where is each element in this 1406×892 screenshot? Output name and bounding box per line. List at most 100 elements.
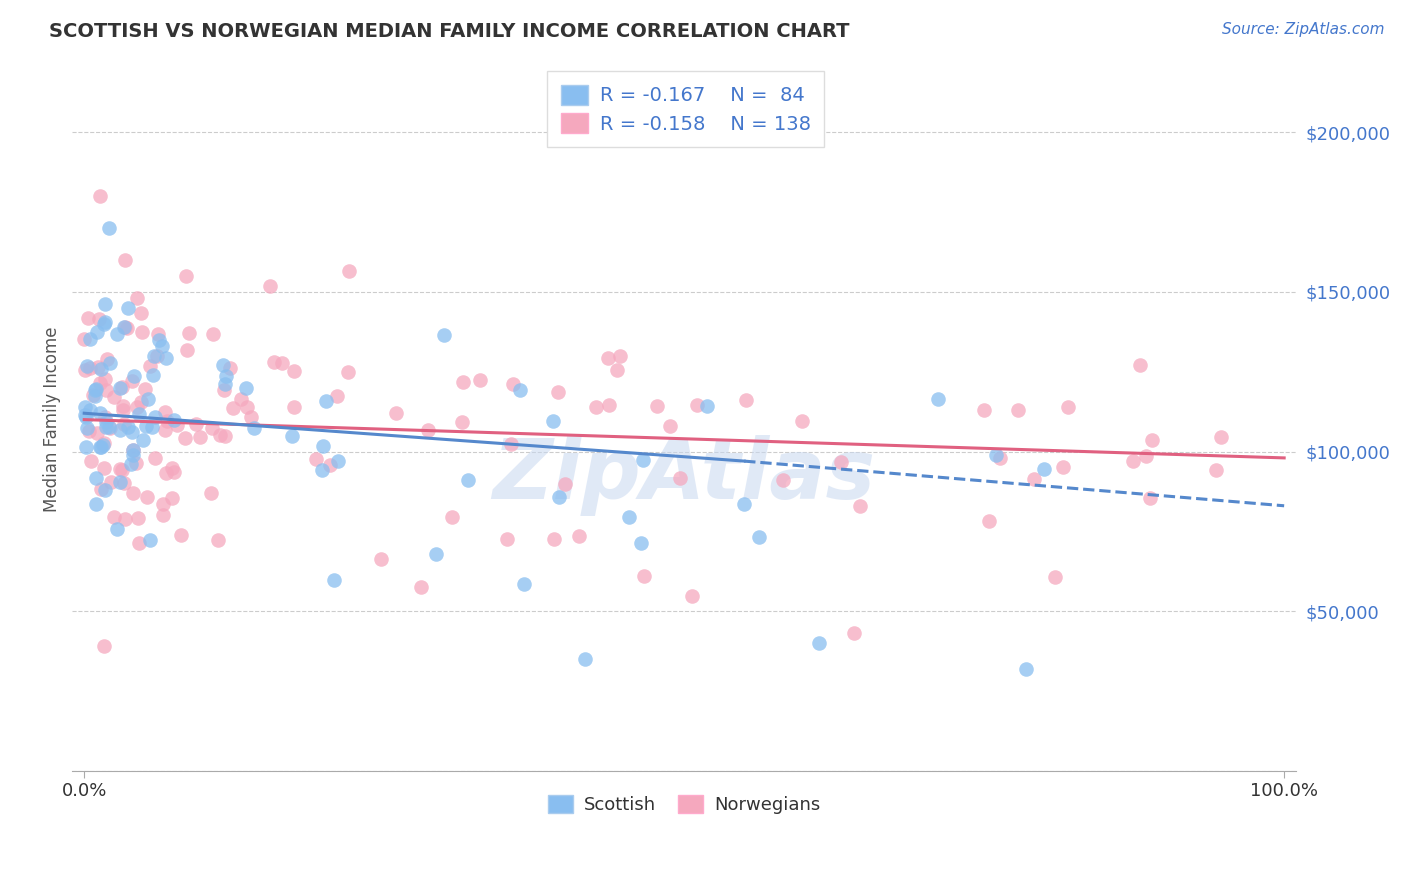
Point	[87, 312, 110, 326]
Point	[139, 359, 162, 373]
Point	[97, 221, 120, 235]
Point	[218, 360, 240, 375]
Point	[988, 451, 1011, 466]
Point	[121, 374, 143, 388]
Point	[75, 408, 97, 422]
Point	[166, 417, 188, 432]
Legend: Scottish, Norwegians: Scottish, Norwegians	[537, 784, 831, 825]
Point	[598, 398, 620, 412]
Point	[156, 414, 179, 428]
Point	[772, 473, 794, 487]
Point	[98, 420, 121, 434]
Point	[89, 189, 111, 203]
Point	[131, 325, 153, 339]
Point	[509, 384, 531, 398]
Point	[152, 508, 174, 522]
Point	[1052, 460, 1074, 475]
Point	[112, 400, 135, 414]
Point	[212, 358, 235, 372]
Point	[112, 476, 135, 491]
Point	[100, 475, 122, 490]
Point	[411, 580, 433, 594]
Point	[1139, 491, 1161, 506]
Point	[311, 440, 333, 454]
Point	[174, 432, 197, 446]
Point	[141, 420, 163, 434]
Point	[844, 626, 866, 640]
Point	[617, 510, 640, 524]
Point	[96, 420, 118, 434]
Point	[91, 437, 114, 451]
Point	[735, 392, 758, 407]
Point	[370, 552, 392, 566]
Point	[200, 485, 222, 500]
Point	[568, 529, 591, 543]
Point	[117, 420, 139, 434]
Y-axis label: Median Family Income: Median Family Income	[44, 326, 60, 512]
Point	[146, 349, 169, 363]
Point	[155, 405, 177, 419]
Point	[110, 462, 132, 476]
Point	[174, 268, 197, 283]
Point	[117, 301, 139, 315]
Point	[75, 409, 97, 424]
Point	[115, 321, 138, 335]
Point	[122, 448, 145, 462]
Point	[103, 509, 125, 524]
Point	[93, 317, 115, 331]
Point	[201, 326, 224, 341]
Point	[239, 410, 262, 425]
Point	[1205, 462, 1227, 476]
Point	[263, 355, 285, 369]
Point	[830, 455, 852, 469]
Point	[135, 419, 157, 434]
Point	[659, 419, 682, 434]
Point	[77, 424, 100, 438]
Point	[122, 369, 145, 384]
Point	[243, 420, 266, 434]
Point	[337, 264, 360, 278]
Point	[236, 400, 259, 414]
Point	[87, 359, 110, 374]
Point	[229, 392, 252, 406]
Point	[148, 326, 170, 341]
Point	[645, 400, 668, 414]
Point	[128, 536, 150, 550]
Point	[170, 528, 193, 542]
Point	[385, 406, 408, 420]
Point	[110, 463, 132, 477]
Point	[214, 377, 236, 392]
Point	[89, 441, 111, 455]
Point	[82, 388, 104, 402]
Point	[75, 440, 97, 454]
Point	[136, 490, 159, 504]
Point	[326, 453, 349, 467]
Point	[416, 423, 439, 437]
Point	[792, 414, 814, 428]
Point	[129, 395, 152, 409]
Point	[160, 460, 183, 475]
Point	[98, 421, 121, 435]
Point	[108, 381, 131, 395]
Point	[453, 375, 475, 389]
Point	[96, 352, 118, 367]
Point	[75, 400, 97, 414]
Point	[596, 351, 619, 366]
Point	[79, 402, 101, 417]
Point	[80, 453, 103, 467]
Point	[76, 359, 98, 374]
Point	[132, 433, 155, 447]
Point	[984, 448, 1007, 462]
Point	[150, 339, 173, 353]
Point	[633, 569, 655, 583]
Point	[209, 428, 232, 442]
Point	[142, 350, 165, 364]
Point	[207, 533, 229, 547]
Point	[1033, 462, 1056, 476]
Point	[76, 421, 98, 435]
Point	[107, 522, 129, 536]
Point	[1022, 472, 1045, 486]
Point	[513, 576, 536, 591]
Point	[283, 401, 305, 415]
Point	[73, 363, 96, 377]
